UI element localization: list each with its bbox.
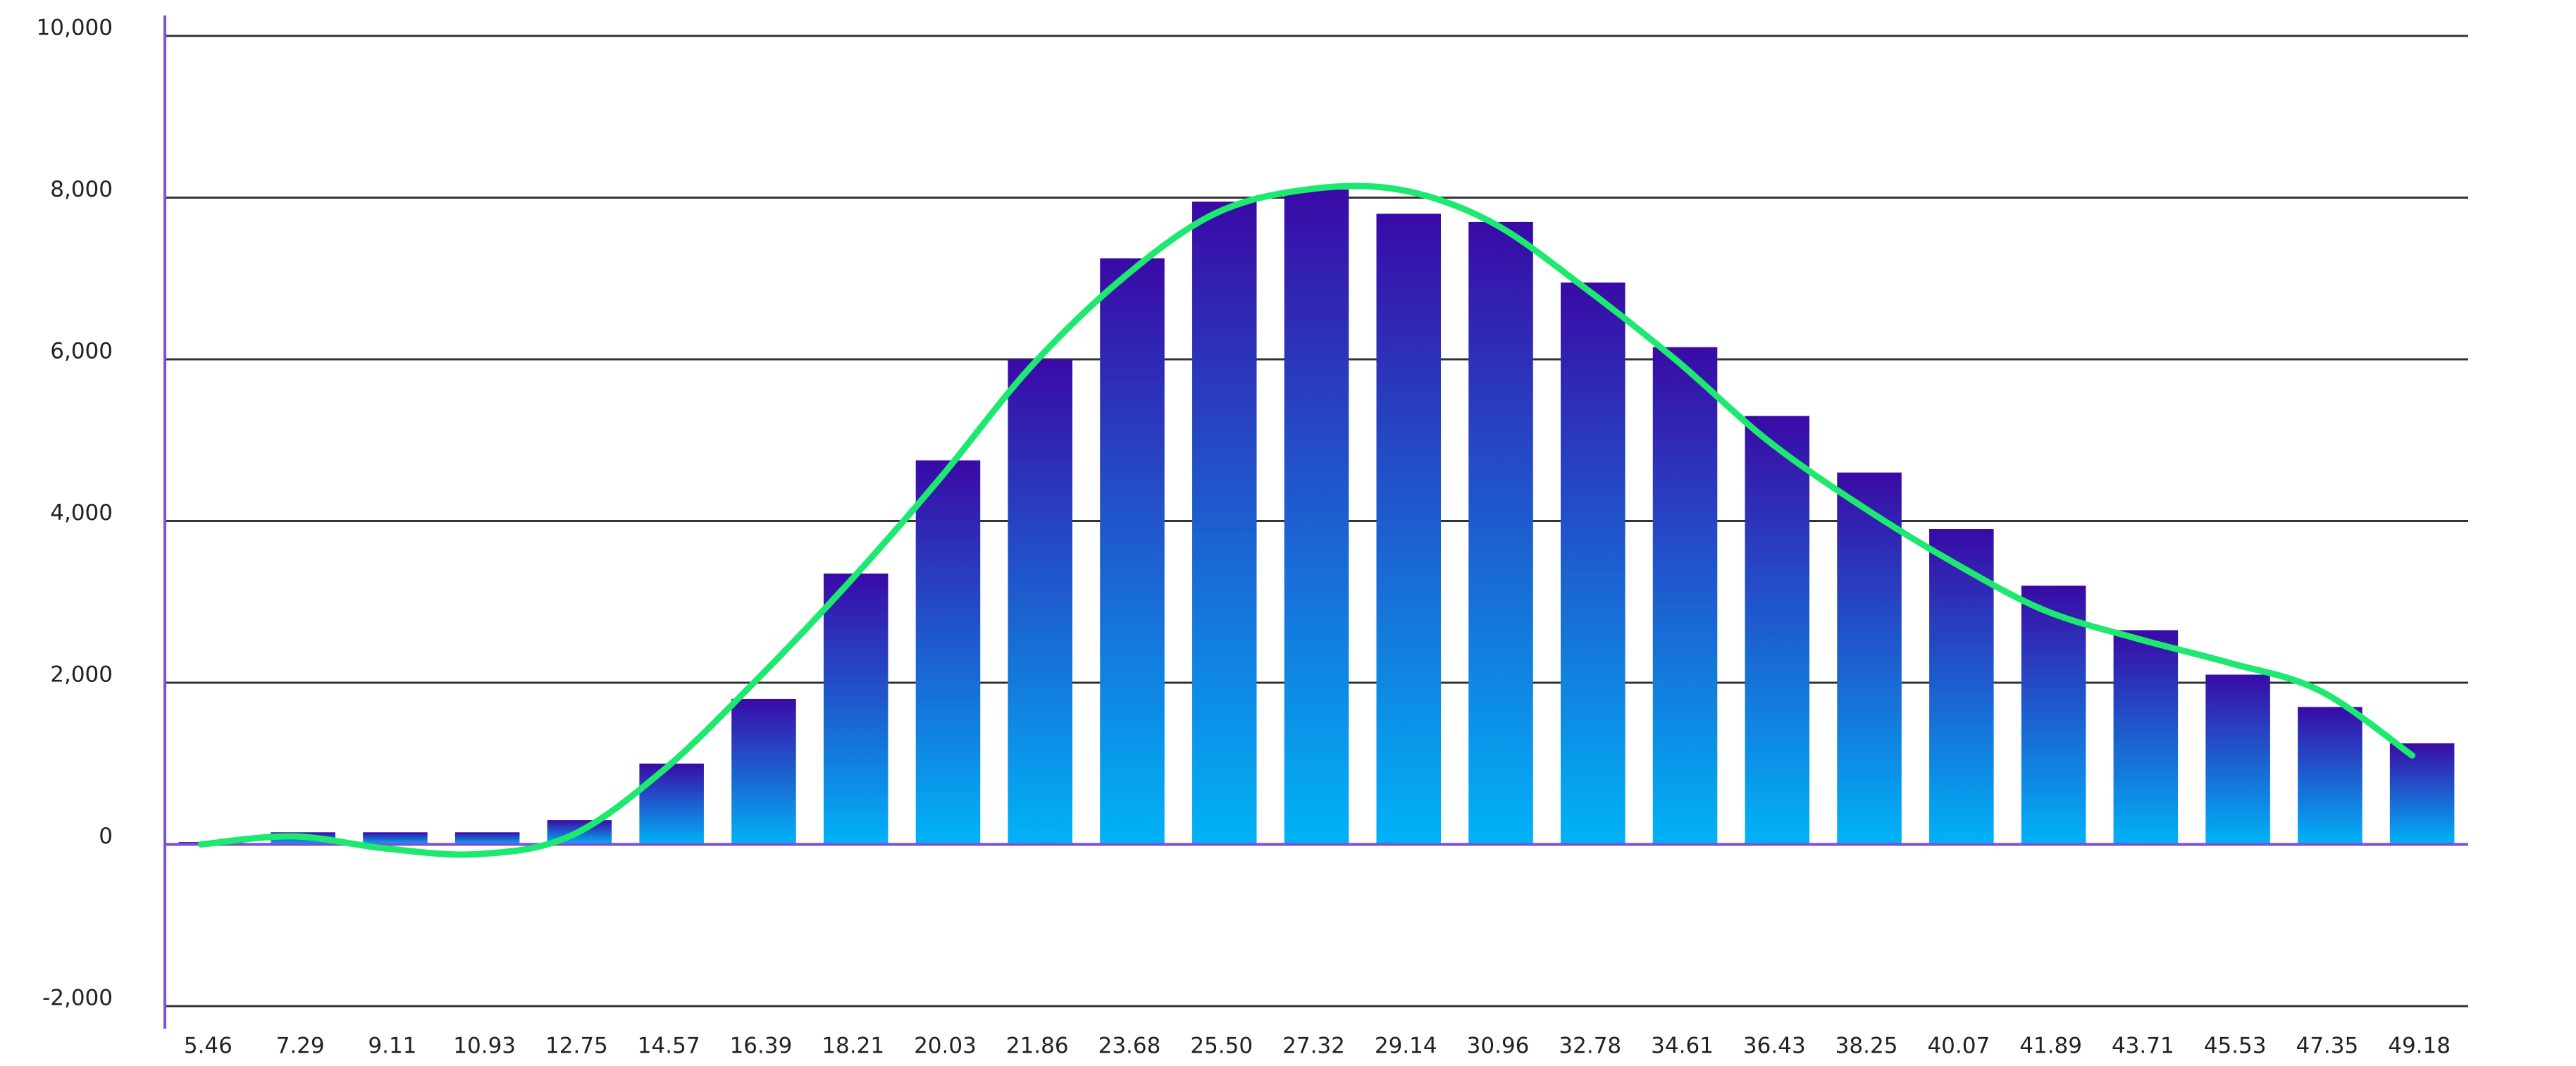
bar bbox=[1468, 221, 1533, 845]
x-tick-label: 30.96 bbox=[1467, 1034, 1530, 1059]
x-tick-label: 21.86 bbox=[1006, 1034, 1069, 1059]
bar bbox=[2298, 707, 2363, 845]
x-tick-label: 23.68 bbox=[1098, 1034, 1161, 1059]
y-tick-label: 4,000 bbox=[50, 500, 113, 526]
x-tick-label: 25.50 bbox=[1190, 1034, 1253, 1059]
x-tick-label: 12.75 bbox=[545, 1034, 608, 1059]
x-tick-label: 43.71 bbox=[2112, 1034, 2174, 1059]
x-tick-label: 32.78 bbox=[1559, 1034, 1621, 1059]
bar bbox=[1008, 359, 1072, 845]
bar bbox=[1284, 190, 1349, 845]
line bbox=[197, 182, 2416, 858]
x-tick-label: 7.29 bbox=[276, 1034, 325, 1059]
y-tick-label: -2,000 bbox=[42, 986, 113, 1011]
x-tick-label: 5.46 bbox=[184, 1034, 233, 1059]
bar bbox=[915, 460, 981, 845]
x-tick-label: 41.89 bbox=[2019, 1034, 2082, 1059]
bar bbox=[1745, 416, 1810, 845]
x-tick-label: 14.57 bbox=[638, 1034, 700, 1059]
y-tick-label: 0 bbox=[99, 824, 113, 849]
bar bbox=[454, 832, 520, 845]
bar bbox=[823, 574, 888, 845]
bar bbox=[2113, 630, 2179, 845]
bar bbox=[1376, 213, 1442, 845]
x-tick-label: 47.35 bbox=[2296, 1034, 2358, 1059]
bar bbox=[1191, 202, 1257, 845]
x-tick-label: 10.93 bbox=[453, 1034, 516, 1059]
x-tick-label: 36.43 bbox=[1743, 1034, 1806, 1059]
bar bbox=[1100, 258, 1165, 845]
bar bbox=[639, 763, 704, 845]
x-tick-label: 40.07 bbox=[1927, 1034, 1990, 1059]
x-tick-label: 29.14 bbox=[1375, 1034, 1437, 1059]
x-tick-label: 38.25 bbox=[1835, 1034, 1898, 1059]
x-tick-label: 27.32 bbox=[1282, 1034, 1345, 1059]
y-tick-label: 6,000 bbox=[50, 339, 113, 364]
y-tick-label: 8,000 bbox=[50, 177, 113, 202]
x-tick-label: 9.11 bbox=[368, 1034, 416, 1059]
bar bbox=[1561, 282, 1626, 845]
bar bbox=[2205, 674, 2270, 845]
bar bbox=[2389, 743, 2455, 845]
bar bbox=[1837, 472, 1902, 845]
x-tick-label: 16.39 bbox=[730, 1034, 793, 1059]
x-tick-label: 20.03 bbox=[914, 1034, 977, 1059]
x-tick-label: 49.18 bbox=[2388, 1034, 2451, 1059]
y-tick-label: 10,000 bbox=[37, 16, 113, 41]
x-tick-label: 34.61 bbox=[1651, 1034, 1714, 1059]
bar bbox=[1652, 347, 1718, 845]
bar bbox=[363, 832, 428, 845]
y-tick-label: 2,000 bbox=[50, 662, 113, 688]
x-tick-label: 45.53 bbox=[2204, 1034, 2267, 1059]
bar bbox=[731, 698, 796, 845]
x-tick-label: 18.21 bbox=[822, 1034, 884, 1059]
bar bbox=[2021, 585, 2086, 845]
